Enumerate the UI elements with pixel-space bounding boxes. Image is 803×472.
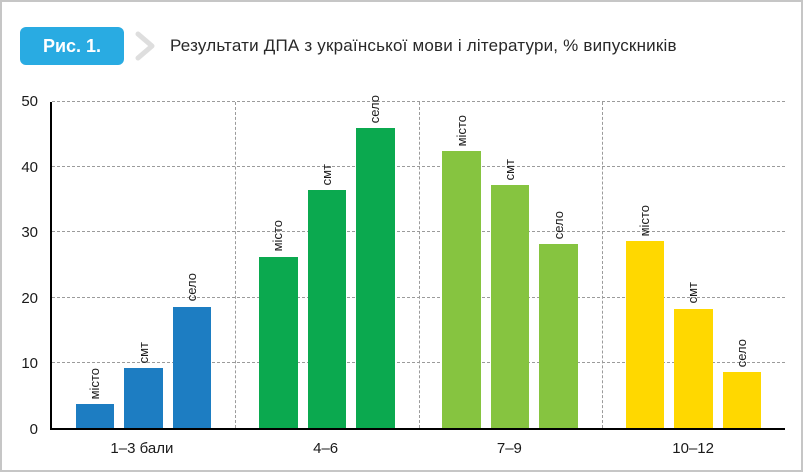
bar-label: село (733, 338, 749, 367)
y-axis: 0 10 20 30 40 50 (2, 93, 44, 438)
gridline-vertical (601, 102, 603, 428)
x-axis: 1–3 бали 4–6 7–9 10–12 (50, 440, 785, 462)
bar (539, 244, 578, 428)
gridline-horizontal (52, 101, 785, 102)
bar-label: смт (502, 159, 518, 181)
chevron-right-icon (135, 31, 155, 61)
bar-label: місто (87, 367, 103, 399)
bar (172, 306, 212, 428)
bar-label: смт (135, 341, 151, 364)
x-tick-label: 10–12 (672, 440, 714, 457)
bar-label: смт (685, 282, 701, 304)
figure-title: Результати ДПА з української мови і літе… (170, 36, 677, 55)
bar-label: смт (318, 163, 334, 186)
y-tick-label: 30 (21, 224, 38, 242)
bar-chart: 0 10 20 30 40 50 місто смт село місто смт село міст… (2, 90, 801, 470)
figure-badge-label: Рис. 1. (42, 35, 102, 56)
x-tick-label: 1–3 бали (110, 440, 174, 457)
plot-area: місто смт село місто смт село місто смт село міст… (50, 95, 785, 430)
bar (674, 308, 713, 428)
x-tick-label: 4–6 (313, 440, 339, 457)
bar (625, 240, 665, 428)
gridline-vertical (235, 102, 237, 428)
bar (307, 190, 347, 428)
figure-badge: Рис. 1. (20, 27, 124, 65)
y-tick-label: 50 (21, 93, 38, 110)
bar-label: місто (453, 114, 469, 146)
y-tick-label: 0 (29, 421, 38, 438)
bar-label: місто (636, 204, 652, 236)
bar (490, 185, 530, 428)
bar (442, 150, 481, 428)
gridline-vertical (418, 102, 420, 428)
x-tick-label: 7–9 (496, 440, 522, 457)
bar-label: село (184, 273, 200, 302)
bar (722, 371, 762, 428)
y-tick-label: 40 (21, 158, 38, 176)
y-tick-label: 20 (21, 289, 38, 307)
bar-label: село (367, 94, 383, 124)
bar (75, 403, 115, 428)
bar-label: село (550, 210, 566, 240)
bar (124, 368, 163, 428)
bar (356, 128, 395, 428)
bar-label: місто (270, 220, 286, 252)
bar (259, 256, 298, 428)
y-tick-label: 10 (21, 355, 38, 373)
figure-header: Рис. 1. Результати ДПА з української мов… (2, 2, 801, 90)
